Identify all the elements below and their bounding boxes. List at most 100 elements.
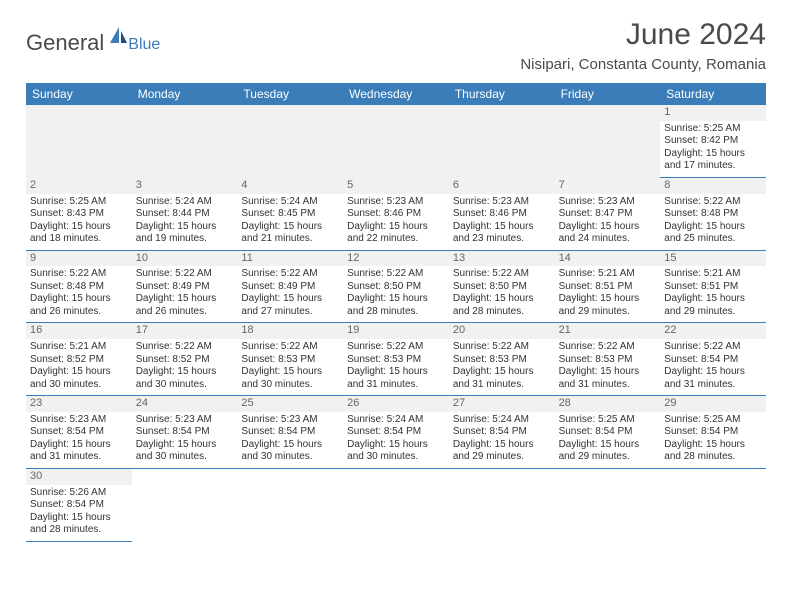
daylight-line: and 28 minutes. — [30, 524, 128, 537]
sunset-line: Sunset: 8:48 PM — [30, 281, 128, 294]
daylight-line: and 28 minutes. — [453, 306, 551, 319]
daylight-line: and 29 minutes. — [664, 306, 762, 319]
daylight-line: and 26 minutes. — [136, 306, 234, 319]
sunset-line: Sunset: 8:54 PM — [559, 426, 657, 439]
day-cell: 21Sunrise: 5:22 AMSunset: 8:53 PMDayligh… — [555, 323, 661, 396]
sunset-line: Sunset: 8:53 PM — [559, 354, 657, 367]
day-cell: 20Sunrise: 5:22 AMSunset: 8:53 PMDayligh… — [449, 323, 555, 396]
day-cell — [449, 469, 555, 542]
daylight-line: and 31 minutes. — [30, 451, 128, 464]
daylight-line: Daylight: 15 hours — [30, 366, 128, 379]
daylight-line: and 30 minutes. — [347, 451, 445, 464]
day-number: 14 — [555, 251, 661, 267]
day-number: 18 — [237, 323, 343, 339]
daylight-line: Daylight: 15 hours — [136, 439, 234, 452]
daylight-line: Daylight: 15 hours — [347, 293, 445, 306]
daylight-line: Daylight: 15 hours — [559, 366, 657, 379]
day-cell: 1Sunrise: 5:25 AMSunset: 8:42 PMDaylight… — [660, 105, 766, 178]
sunrise-line: Sunrise: 5:22 AM — [664, 196, 762, 209]
day-cell: 11Sunrise: 5:22 AMSunset: 8:49 PMDayligh… — [237, 251, 343, 324]
daylight-line: Daylight: 15 hours — [664, 293, 762, 306]
sunset-line: Sunset: 8:50 PM — [453, 281, 551, 294]
day-number: 9 — [26, 251, 132, 267]
month-title: June 2024 — [520, 18, 766, 52]
day-number: 1 — [660, 105, 766, 121]
daylight-line: and 24 minutes. — [559, 233, 657, 246]
day-cell: 3Sunrise: 5:24 AMSunset: 8:44 PMDaylight… — [132, 178, 238, 251]
daylight-line: Daylight: 15 hours — [347, 221, 445, 234]
day-number: 5 — [343, 178, 449, 194]
daylight-line: and 30 minutes. — [241, 451, 339, 464]
daylight-line: and 22 minutes. — [347, 233, 445, 246]
sunset-line: Sunset: 8:54 PM — [664, 354, 762, 367]
day-cell: 18Sunrise: 5:22 AMSunset: 8:53 PMDayligh… — [237, 323, 343, 396]
daylight-line: Daylight: 15 hours — [241, 439, 339, 452]
day-cell — [343, 105, 449, 178]
day-cell: 5Sunrise: 5:23 AMSunset: 8:46 PMDaylight… — [343, 178, 449, 251]
daylight-line: and 31 minutes. — [347, 379, 445, 392]
day-cell: 26Sunrise: 5:24 AMSunset: 8:54 PMDayligh… — [343, 396, 449, 469]
day-number: 12 — [343, 251, 449, 267]
day-number: 8 — [660, 178, 766, 194]
day-cell: 19Sunrise: 5:22 AMSunset: 8:53 PMDayligh… — [343, 323, 449, 396]
daylight-line: Daylight: 15 hours — [664, 148, 762, 161]
day-cell: 27Sunrise: 5:24 AMSunset: 8:54 PMDayligh… — [449, 396, 555, 469]
daylight-line: and 27 minutes. — [241, 306, 339, 319]
sunrise-line: Sunrise: 5:22 AM — [347, 268, 445, 281]
day-number: 7 — [555, 178, 661, 194]
day-number: 28 — [555, 396, 661, 412]
daylight-line: Daylight: 15 hours — [453, 439, 551, 452]
sunrise-line: Sunrise: 5:23 AM — [453, 196, 551, 209]
sunset-line: Sunset: 8:51 PM — [664, 281, 762, 294]
daylight-line: Daylight: 15 hours — [241, 366, 339, 379]
day-cell: 25Sunrise: 5:23 AMSunset: 8:54 PMDayligh… — [237, 396, 343, 469]
sunrise-line: Sunrise: 5:22 AM — [241, 268, 339, 281]
calendar-week: 30Sunrise: 5:26 AMSunset: 8:54 PMDayligh… — [26, 469, 766, 542]
daylight-line: Daylight: 15 hours — [453, 366, 551, 379]
day-cell — [132, 105, 238, 178]
sunset-line: Sunset: 8:50 PM — [347, 281, 445, 294]
day-header-saturday: Saturday — [660, 83, 766, 105]
day-cell: 14Sunrise: 5:21 AMSunset: 8:51 PMDayligh… — [555, 251, 661, 324]
sunrise-line: Sunrise: 5:21 AM — [664, 268, 762, 281]
day-header-tuesday: Tuesday — [237, 83, 343, 105]
daylight-line: Daylight: 15 hours — [136, 366, 234, 379]
daylight-line: Daylight: 15 hours — [241, 221, 339, 234]
sunrise-line: Sunrise: 5:25 AM — [664, 123, 762, 136]
day-cell: 6Sunrise: 5:23 AMSunset: 8:46 PMDaylight… — [449, 178, 555, 251]
title-block: June 2024 Nisipari, Constanta County, Ro… — [520, 18, 766, 73]
calendar-week: 23Sunrise: 5:23 AMSunset: 8:54 PMDayligh… — [26, 396, 766, 469]
brand-blue: Blue — [128, 36, 160, 54]
daylight-line: Daylight: 15 hours — [664, 439, 762, 452]
sunrise-line: Sunrise: 5:24 AM — [241, 196, 339, 209]
sunset-line: Sunset: 8:53 PM — [347, 354, 445, 367]
daylight-line: and 31 minutes. — [664, 379, 762, 392]
day-cell: 17Sunrise: 5:22 AMSunset: 8:52 PMDayligh… — [132, 323, 238, 396]
day-cell — [132, 469, 238, 542]
day-number: 23 — [26, 396, 132, 412]
day-cell: 13Sunrise: 5:22 AMSunset: 8:50 PMDayligh… — [449, 251, 555, 324]
daylight-line: Daylight: 15 hours — [347, 366, 445, 379]
sunrise-line: Sunrise: 5:23 AM — [347, 196, 445, 209]
sunrise-line: Sunrise: 5:22 AM — [136, 341, 234, 354]
daylight-line: and 25 minutes. — [664, 233, 762, 246]
sunset-line: Sunset: 8:54 PM — [136, 426, 234, 439]
daylight-line: and 18 minutes. — [30, 233, 128, 246]
sunset-line: Sunset: 8:43 PM — [30, 208, 128, 221]
day-cell — [555, 469, 661, 542]
sail-icon — [108, 25, 128, 50]
sunrise-line: Sunrise: 5:23 AM — [559, 196, 657, 209]
daylight-line: and 23 minutes. — [453, 233, 551, 246]
day-number: 24 — [132, 396, 238, 412]
sunset-line: Sunset: 8:52 PM — [136, 354, 234, 367]
daylight-line: Daylight: 15 hours — [453, 221, 551, 234]
calendar-body: 1Sunrise: 5:25 AMSunset: 8:42 PMDaylight… — [26, 105, 766, 542]
day-number: 11 — [237, 251, 343, 267]
sunset-line: Sunset: 8:52 PM — [30, 354, 128, 367]
brand-logo: General Blue — [26, 30, 160, 56]
sunset-line: Sunset: 8:48 PM — [664, 208, 762, 221]
daylight-line: Daylight: 15 hours — [559, 221, 657, 234]
day-cell: 22Sunrise: 5:22 AMSunset: 8:54 PMDayligh… — [660, 323, 766, 396]
daylight-line: Daylight: 15 hours — [453, 293, 551, 306]
sunset-line: Sunset: 8:54 PM — [453, 426, 551, 439]
